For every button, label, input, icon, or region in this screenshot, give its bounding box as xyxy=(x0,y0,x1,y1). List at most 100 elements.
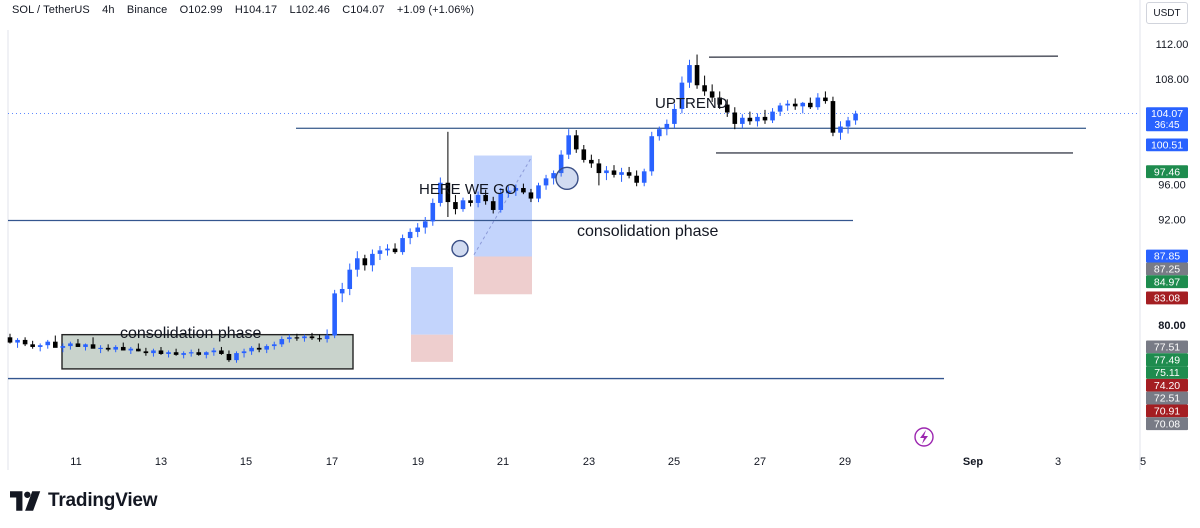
price-tag xyxy=(1146,165,1188,179)
price-tag-label: 87.25 xyxy=(1154,263,1180,275)
candle-body xyxy=(543,178,549,186)
candle-body xyxy=(430,202,436,222)
currency-badge[interactable]: USDT xyxy=(1146,2,1188,24)
symbol-pair[interactable]: SOL / TetherUS xyxy=(12,4,90,16)
candle-body xyxy=(309,336,315,339)
candle-body xyxy=(785,103,790,106)
candle-body xyxy=(196,352,202,355)
symbol-exchange: Binance xyxy=(126,4,168,16)
x-tick-label: 17 xyxy=(326,456,338,468)
x-tick-label: 11 xyxy=(70,456,81,468)
candle-body xyxy=(853,113,858,121)
candle-body xyxy=(747,117,753,122)
candle-body xyxy=(830,101,836,133)
symbol-info-bar[interactable]: SOL / TetherUS 4h Binance O102.99 H104.1… xyxy=(12,4,474,16)
price-tag xyxy=(1146,262,1188,276)
candle-body xyxy=(385,248,390,251)
highlight-circle-1 xyxy=(451,239,469,258)
brand-name: TradingView xyxy=(48,490,158,511)
candle-body xyxy=(113,346,118,350)
y-tick-label: 80.00 xyxy=(1158,320,1186,332)
candle-body xyxy=(445,182,451,203)
candle-body xyxy=(204,352,209,355)
ohlc-open: O102.99 xyxy=(179,4,223,16)
candle-body xyxy=(68,343,73,347)
candle-body xyxy=(657,129,662,137)
candle-body xyxy=(219,350,224,354)
candle-body xyxy=(581,149,587,160)
candle-body xyxy=(687,65,692,83)
candle-body xyxy=(400,238,405,253)
candle-body xyxy=(355,258,360,270)
candle-body xyxy=(528,192,534,199)
x-tick-label: 21 xyxy=(497,456,509,468)
y-tick-label: 92.00 xyxy=(1158,215,1186,227)
candle-body xyxy=(317,338,322,340)
candle-body xyxy=(506,190,511,194)
candle-body xyxy=(15,339,20,343)
x-tick-label: 13 xyxy=(155,456,167,468)
tradingview-logo[interactable]: TradingView xyxy=(10,490,158,512)
candle-body xyxy=(143,351,149,354)
candle-body xyxy=(724,104,730,113)
candle-body xyxy=(679,82,685,109)
candle-body xyxy=(438,182,443,203)
symbol-interval[interactable]: 4h xyxy=(102,4,115,16)
candle-body xyxy=(120,346,126,351)
candle-body xyxy=(823,97,828,102)
candle-body xyxy=(838,126,843,133)
candle-body xyxy=(536,185,541,199)
candle-body xyxy=(7,337,13,343)
price-tag xyxy=(1146,366,1188,379)
price-tag-label: 97.46 xyxy=(1154,166,1180,178)
candle-body xyxy=(370,253,375,266)
candle-body xyxy=(249,347,254,352)
x-tick-label: 15 xyxy=(240,456,252,468)
candle-body xyxy=(83,344,88,347)
price-tag xyxy=(1146,249,1188,263)
countdown-label: 36:45 xyxy=(1154,120,1179,131)
uptrend-label: UPTREND xyxy=(655,95,728,112)
candle-body xyxy=(619,172,624,175)
candle-body xyxy=(151,350,156,354)
candle-body xyxy=(460,200,466,210)
here-we-go-label: HERE WE GO xyxy=(419,181,517,198)
x-tick-label: 19 xyxy=(412,456,424,468)
x-tick-label: 27 xyxy=(754,456,766,468)
price-tag xyxy=(1146,340,1188,354)
candle-body xyxy=(279,339,285,345)
ohlc-low: L102.46 xyxy=(289,4,330,16)
candle-body xyxy=(90,344,96,349)
candle-body xyxy=(128,348,134,351)
candle-body xyxy=(717,97,722,105)
candle-body xyxy=(453,202,458,210)
candle-body xyxy=(589,159,594,164)
price-tag-label: 77.51 xyxy=(1154,341,1180,353)
stop-box-1 xyxy=(411,334,453,362)
candle-body xyxy=(521,188,526,193)
candle-body xyxy=(332,293,337,336)
candle-body xyxy=(75,343,81,347)
candle-body xyxy=(256,347,262,350)
price-tag xyxy=(1146,404,1188,418)
candle-body xyxy=(422,221,428,228)
price-chart[interactable]: consolidation phase consolidation phase HE… xyxy=(0,0,1200,470)
candle-body xyxy=(596,163,602,174)
candle-body xyxy=(166,352,171,354)
y-tick-label: 108.00 xyxy=(1155,74,1189,86)
candle-body xyxy=(475,195,481,203)
candle-body xyxy=(98,347,103,350)
candle-body xyxy=(800,102,806,107)
candle-body xyxy=(339,288,345,294)
candle-body xyxy=(513,188,519,191)
price-tag xyxy=(1146,138,1188,152)
price-tag-label: 84.97 xyxy=(1154,276,1180,288)
candle-body xyxy=(347,269,353,289)
candle-body xyxy=(626,172,632,176)
candle-body xyxy=(415,227,420,232)
candle-body xyxy=(407,231,413,239)
candle-body xyxy=(672,108,677,124)
candle-body xyxy=(634,175,639,183)
candle-body xyxy=(302,336,307,339)
